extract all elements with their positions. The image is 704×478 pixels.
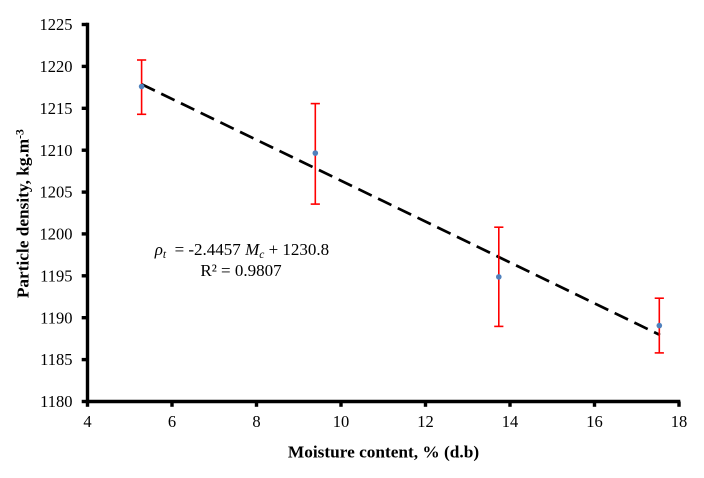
svg-text:1220: 1220 xyxy=(40,57,73,76)
svg-text:ρt = -2.4457 Mc + 1230.8: ρt = -2.4457 Mc + 1230.8 xyxy=(154,240,330,261)
svg-text:8: 8 xyxy=(252,412,260,431)
svg-text:18: 18 xyxy=(671,412,688,431)
svg-text:12: 12 xyxy=(417,412,434,431)
svg-text:Particle density, kg.m-3: Particle density, kg.m-3 xyxy=(14,129,33,298)
svg-text:1205: 1205 xyxy=(40,183,73,202)
svg-text:1210: 1210 xyxy=(40,141,73,160)
svg-text:6: 6 xyxy=(168,412,176,431)
svg-text:R² = 0.9807: R² = 0.9807 xyxy=(200,261,282,280)
svg-text:1225: 1225 xyxy=(40,15,73,34)
svg-text:10: 10 xyxy=(333,412,350,431)
svg-text:1185: 1185 xyxy=(40,350,72,369)
svg-text:Moisture content, % (d.b): Moisture content, % (d.b) xyxy=(288,443,479,462)
svg-text:1190: 1190 xyxy=(40,308,72,327)
svg-text:14: 14 xyxy=(502,412,519,431)
svg-text:4: 4 xyxy=(83,412,91,431)
svg-text:1200: 1200 xyxy=(40,225,73,244)
svg-text:1195: 1195 xyxy=(40,266,72,285)
svg-text:1180: 1180 xyxy=(40,392,72,411)
svg-text:16: 16 xyxy=(586,412,603,431)
svg-text:1215: 1215 xyxy=(40,99,73,118)
